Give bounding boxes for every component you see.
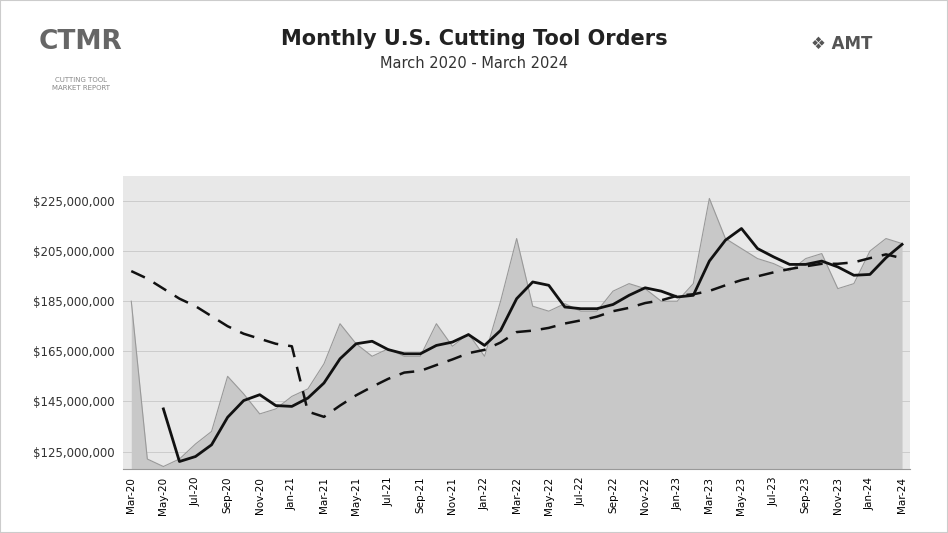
Text: CTMR: CTMR — [39, 29, 122, 55]
Text: Monthly U.S. Cutting Tool Orders: Monthly U.S. Cutting Tool Orders — [281, 29, 667, 50]
Text: CUTTING TOOL
MARKET REPORT: CUTTING TOOL MARKET REPORT — [51, 77, 110, 91]
Text: ❖ AMT: ❖ AMT — [811, 35, 872, 53]
Text: March 2020 - March 2024: March 2020 - March 2024 — [380, 56, 568, 71]
